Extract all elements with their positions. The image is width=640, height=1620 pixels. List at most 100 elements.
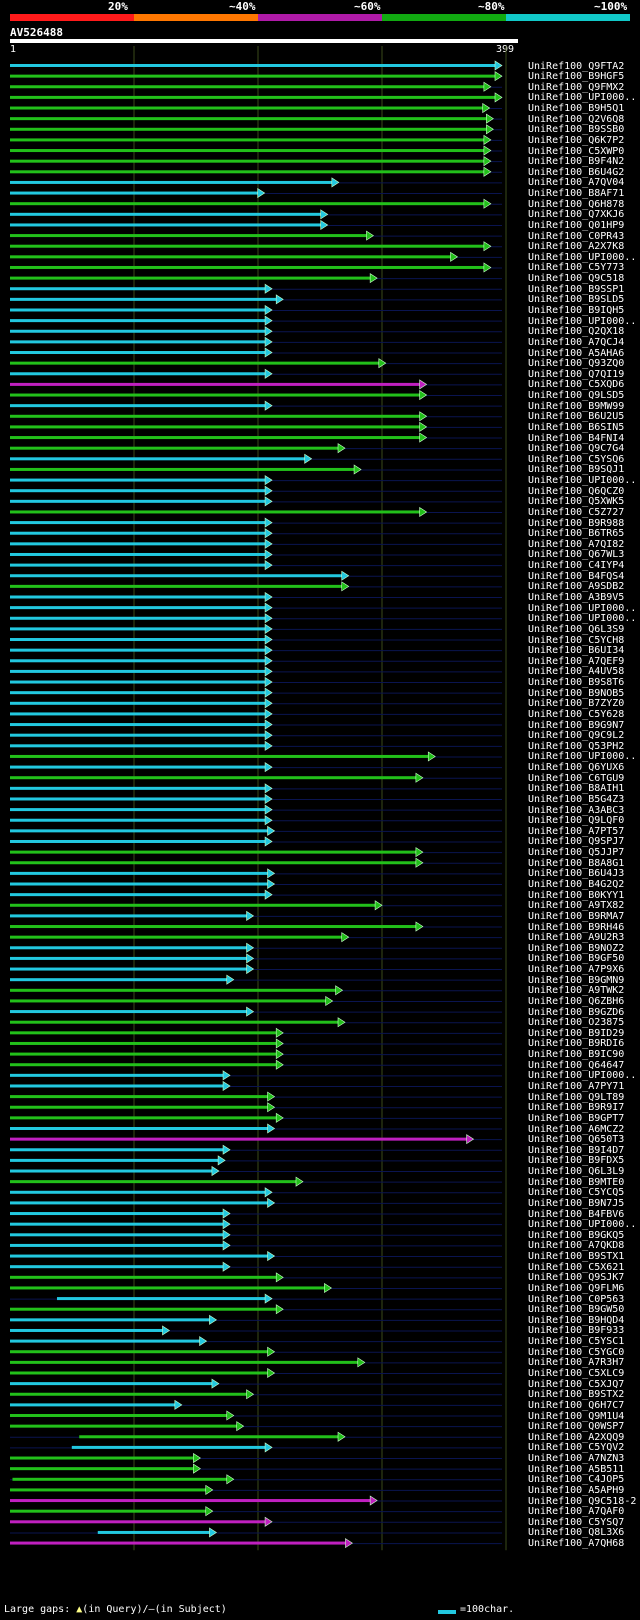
hit-bar[interactable]	[10, 276, 372, 280]
hit-name[interactable]: UniRef100_A3ABC3	[528, 804, 625, 816]
hit-bar[interactable]	[10, 1403, 176, 1407]
hit-name[interactable]: UniRef100_A6MCZ2	[528, 1123, 625, 1135]
hit-bar[interactable]	[10, 999, 327, 1003]
hit-bar[interactable]	[10, 436, 421, 440]
hit-bar[interactable]	[10, 563, 267, 567]
hit-name[interactable]: UniRef100_B4FBV6	[528, 1208, 625, 1220]
hit-bar[interactable]	[10, 1318, 211, 1322]
hit-bar[interactable]	[10, 202, 485, 206]
hit-name[interactable]: UniRef100_B9RMA7	[528, 910, 625, 922]
hit-bar[interactable]	[10, 871, 269, 875]
hit-bar[interactable]	[10, 733, 267, 737]
hit-name[interactable]: UniRef100_B9SSP1	[528, 283, 625, 295]
hit-bar[interactable]	[10, 1233, 225, 1237]
hit-name[interactable]: UniRef100_C5YSQ7	[528, 1516, 625, 1528]
hit-name[interactable]: UniRef100_A9TWK2	[528, 985, 625, 997]
hit-bar[interactable]	[10, 595, 267, 599]
hit-name[interactable]: UniRef100_A4UV58	[528, 666, 625, 678]
hit-name[interactable]: UniRef100_Q6L3L9	[528, 1166, 625, 1178]
hit-name[interactable]: UniRef100_B9HQD4	[528, 1314, 625, 1326]
hit-bar[interactable]	[10, 489, 267, 493]
hit-name[interactable]: UniRef100_Q5XWK5	[528, 496, 625, 508]
hit-name[interactable]: UniRef100_A7NZN3	[528, 1453, 625, 1465]
hit-name[interactable]: UniRef100_C4JOP5	[528, 1474, 625, 1486]
hit-name[interactable]: UniRef100_A3B9V5	[528, 592, 625, 603]
hit-name[interactable]: UniRef100_B9IC90	[528, 1049, 625, 1061]
hit-name[interactable]: UniRef100_Q7XKJ6	[528, 209, 625, 221]
hit-name[interactable]: UniRef100_B9N7J5	[528, 1197, 625, 1209]
hit-name[interactable]: UniRef100_Q9C518-2	[528, 1495, 637, 1507]
hit-name[interactable]: UniRef100_A5B511	[528, 1463, 625, 1475]
hit-name[interactable]: UniRef100_C5YSQ6	[528, 453, 625, 465]
hit-name[interactable]: UniRef100_C5YCH8	[528, 634, 625, 646]
hit-name[interactable]: UniRef100_B8AF71	[528, 188, 625, 200]
hit-bar[interactable]	[10, 861, 417, 865]
hit-bar[interactable]	[10, 935, 343, 939]
hit-name[interactable]: UniRef100_Q9FLM6	[528, 1282, 625, 1294]
hit-bar[interactable]	[10, 1275, 278, 1279]
hit-bar[interactable]	[10, 627, 267, 631]
hit-bar[interactable]	[10, 1414, 228, 1418]
hit-bar[interactable]	[10, 467, 356, 471]
hit-bar[interactable]	[10, 1456, 195, 1460]
hit-name[interactable]: UniRef100_A2XQQ9	[528, 1431, 625, 1443]
hit-bar[interactable]	[10, 95, 496, 99]
hit-name[interactable]: UniRef100_Q650T3	[528, 1134, 625, 1146]
hit-name[interactable]: UniRef100_Q9C518	[528, 273, 625, 285]
hit-bar[interactable]	[10, 1190, 267, 1194]
hit-bar[interactable]	[10, 808, 267, 812]
hit-name[interactable]: UniRef100_UPI000..	[528, 92, 637, 104]
hit-bar[interactable]	[10, 234, 368, 238]
hit-name[interactable]: UniRef100_A7QV04	[528, 177, 625, 189]
hit-name[interactable]: UniRef100_B9GF50	[528, 953, 625, 965]
hit-name[interactable]: UniRef100_Q9FMX2	[528, 81, 625, 93]
hit-bar[interactable]	[56, 1297, 267, 1301]
hit-name[interactable]: UniRef100_B9ID29	[528, 1027, 625, 1039]
hit-bar[interactable]	[10, 106, 484, 110]
hit-bar[interactable]	[10, 1392, 248, 1396]
hit-bar[interactable]	[10, 255, 452, 259]
hit-name[interactable]: UniRef100_B6TR65	[528, 528, 625, 540]
hit-bar[interactable]	[10, 1052, 278, 1056]
hit-name[interactable]: UniRef100_Q5JJP7	[528, 847, 625, 859]
hit-name[interactable]: UniRef100_B0KYY1	[528, 889, 625, 901]
hit-name[interactable]: UniRef100_C5YQV2	[528, 1442, 625, 1454]
hit-name[interactable]: UniRef100_UPI000..	[528, 251, 637, 263]
hit-bar[interactable]	[10, 297, 278, 301]
hit-bar[interactable]	[10, 138, 485, 142]
hit-name[interactable]: UniRef100_Q9FTA2	[528, 60, 625, 72]
hit-name[interactable]: UniRef100_C5YGC0	[528, 1346, 625, 1358]
hit-bar[interactable]	[10, 786, 267, 790]
hit-bar[interactable]	[10, 839, 267, 843]
hit-name[interactable]: UniRef100_C5YCQ5	[528, 1187, 625, 1199]
hit-bar[interactable]	[10, 1073, 225, 1077]
hit-bar[interactable]	[10, 754, 430, 758]
hit-bar[interactable]	[10, 1286, 326, 1290]
hit-bar[interactable]	[10, 584, 343, 588]
hit-name[interactable]: UniRef100_Q0WSP7	[528, 1421, 625, 1433]
hit-bar[interactable]	[10, 425, 421, 429]
hit-bar[interactable]	[10, 882, 269, 886]
hit-bar[interactable]	[10, 446, 340, 450]
hit-name[interactable]: UniRef100_UPI000..	[528, 751, 637, 763]
hit-bar[interactable]	[10, 340, 267, 344]
hit-bar[interactable]	[10, 1541, 347, 1545]
hit-name[interactable]: UniRef100_B9NOB5	[528, 687, 625, 699]
hit-bar[interactable]	[10, 1520, 267, 1524]
hit-name[interactable]: UniRef100_C5X621	[528, 1261, 625, 1273]
hit-name[interactable]: UniRef100_C5Z727	[528, 506, 625, 518]
hit-bar[interactable]	[10, 797, 267, 801]
hit-name[interactable]: UniRef100_B9RDI6	[528, 1038, 625, 1050]
hit-name[interactable]: UniRef100_A7P9X6	[528, 964, 625, 976]
hit-name[interactable]: UniRef100_B9STX2	[528, 1389, 625, 1401]
hit-name[interactable]: UniRef100_C5Y773	[528, 262, 625, 274]
hit-bar[interactable]	[12, 1477, 228, 1481]
hit-name[interactable]: UniRef100_B9F933	[528, 1325, 625, 1337]
hit-bar[interactable]	[10, 1041, 278, 1045]
hit-name[interactable]: UniRef100_C5XJQ7	[528, 1378, 625, 1390]
hit-name[interactable]: UniRef100_C5XWP0	[528, 145, 625, 157]
hit-bar[interactable]	[10, 1158, 220, 1162]
hit-name[interactable]: UniRef100_A7PT57	[528, 825, 625, 837]
hit-bar[interactable]	[10, 669, 267, 673]
hit-bar[interactable]	[10, 765, 267, 769]
